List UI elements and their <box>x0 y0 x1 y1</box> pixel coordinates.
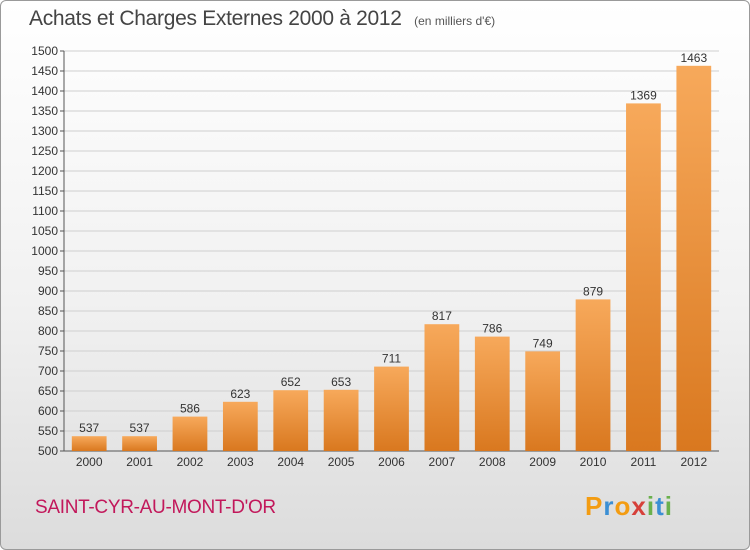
y-tick-label: 600 <box>38 404 58 418</box>
proxiti-logo: Proxiti <box>585 491 673 522</box>
bar <box>474 336 510 451</box>
y-tick-label: 800 <box>38 324 58 338</box>
y-tick-label: 1250 <box>31 144 58 158</box>
bar-value-label: 652 <box>281 375 301 389</box>
y-tick-labels: 500 550 600 650 700 750 800 850 900 950 1000 1050 11… <box>31 44 58 458</box>
bar <box>525 351 561 451</box>
x-tick-labels: 2000 2001 2002 2003 2004 2005 2006 2007 2008 2009… <box>76 455 708 469</box>
y-tick-label: 1300 <box>31 124 58 138</box>
logo-letter: t <box>655 491 665 521</box>
y-tick-label: 550 <box>38 424 58 438</box>
logo-letter: i <box>664 491 673 521</box>
y-tick-label: 1050 <box>31 224 58 238</box>
x-tick-label: 2004 <box>277 455 304 469</box>
y-tick-label: 1450 <box>31 64 58 78</box>
logo-letter: P <box>585 491 604 521</box>
bar-value-label: 586 <box>180 402 200 416</box>
y-tick-label: 1100 <box>32 204 58 218</box>
x-tick-label: 2008 <box>479 455 506 469</box>
x-tick-label: 2010 <box>580 455 607 469</box>
bar <box>424 324 460 451</box>
bar <box>222 401 258 451</box>
y-tick-label: 1000 <box>31 244 58 258</box>
bar-value-label: 1463 <box>680 51 707 65</box>
logo-letter: o <box>614 491 632 521</box>
x-tick-label: 2001 <box>126 455 153 469</box>
x-tick-label: 2012 <box>680 455 707 469</box>
bar-value-label: 749 <box>533 336 553 350</box>
x-tick-label: 2007 <box>429 455 456 469</box>
chart-subtitle: (en milliers d'€) <box>414 14 496 28</box>
chart-title-block: Achats et Charges Externes 2000 à 2012 (… <box>29 7 495 31</box>
bar-value-label: 653 <box>331 375 351 389</box>
bar <box>323 389 359 451</box>
y-tick-label: 1500 <box>31 44 58 58</box>
chart-title: Achats et Charges Externes 2000 à 2012 <box>29 7 402 30</box>
y-tick-label: 1200 <box>31 164 58 178</box>
bar-value-label: 711 <box>382 352 401 366</box>
x-tick-label: 2011 <box>631 455 657 469</box>
bar <box>374 366 409 451</box>
bar-value-label: 537 <box>79 421 99 435</box>
x-tick-label: 2006 <box>378 455 405 469</box>
y-tick-label: 750 <box>38 344 58 358</box>
x-tick-label: 2003 <box>227 455 254 469</box>
commune-name: SAINT-CYR-AU-MONT-D'OR <box>35 497 276 518</box>
y-tick-label: 1150 <box>32 184 58 198</box>
y-tick-label: 1400 <box>31 84 58 98</box>
y-tick-label: 500 <box>38 444 58 458</box>
y-tick-label: 1350 <box>31 104 58 118</box>
bar-value-label: 537 <box>130 421 150 435</box>
bar-value-labels: 537 537 586 623 652 653 711 817 786 749 879 1369 146… <box>79 51 707 435</box>
y-tick-label: 650 <box>38 384 58 398</box>
bar <box>575 299 611 451</box>
y-tick-label: 700 <box>38 364 58 378</box>
bars <box>71 65 712 452</box>
bar <box>676 65 712 452</box>
logo-letter: r <box>603 491 615 521</box>
bar <box>172 416 208 451</box>
logo-letter: i <box>646 491 656 521</box>
y-tick-label: 850 <box>38 304 58 318</box>
x-tick-label: 2009 <box>529 455 556 469</box>
bar-value-label: 623 <box>230 387 250 401</box>
y-tick-label: 900 <box>38 284 58 298</box>
bar-value-label: 1369 <box>630 88 657 102</box>
bar <box>626 103 661 452</box>
x-tick-label: 2005 <box>328 455 355 469</box>
bar-value-label: 879 <box>583 284 603 298</box>
bar-value-label: 786 <box>482 322 502 336</box>
y-tick-label: 950 <box>38 264 58 278</box>
x-tick-label: 2000 <box>76 455 103 469</box>
bar <box>122 436 157 451</box>
logo-letter: x <box>631 491 647 521</box>
bar <box>273 390 309 451</box>
bar-value-label: 817 <box>432 309 452 323</box>
x-tick-label: 2002 <box>177 455 204 469</box>
bar <box>71 436 107 451</box>
